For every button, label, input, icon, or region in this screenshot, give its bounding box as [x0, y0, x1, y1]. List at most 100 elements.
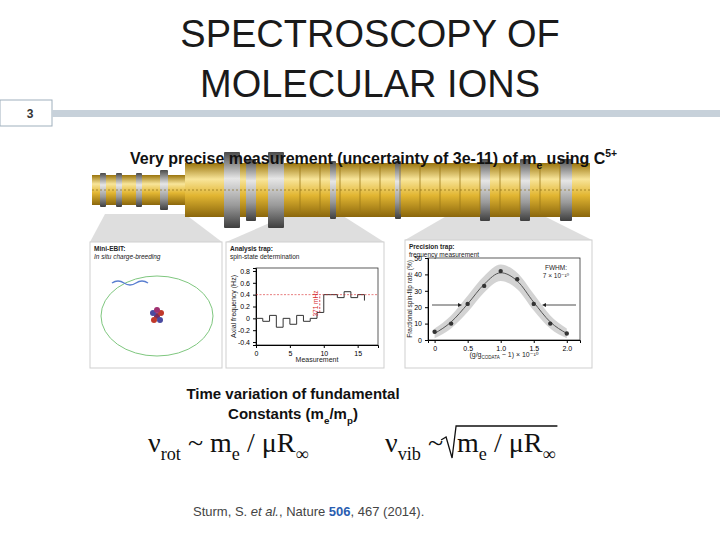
data-point — [565, 331, 569, 335]
axis-line — [425, 259, 429, 341]
formula-part: rot — [161, 444, 181, 464]
tick-mark — [253, 283, 256, 284]
data-point — [548, 321, 552, 325]
tick: 2.0 — [562, 340, 572, 352]
tick-label: 10 — [414, 320, 422, 327]
tick-label: 15 — [354, 350, 362, 357]
tick: 20 — [414, 304, 428, 311]
tick-mark — [253, 295, 256, 296]
tick-label: 0.2 — [240, 303, 250, 310]
title: MOLECULAR IONS — [200, 63, 540, 105]
plot-frame — [256, 268, 378, 345]
tick-label: 0 — [255, 350, 259, 357]
projection — [90, 214, 222, 242]
subtitle-part: 5+ — [605, 148, 617, 159]
tick-mark — [253, 342, 256, 343]
tick-label: 0.8 — [240, 268, 250, 275]
tick: 10 — [414, 320, 428, 327]
formula-part: e — [479, 444, 487, 464]
tick-mark — [253, 271, 256, 272]
tick: 15 — [354, 345, 362, 357]
citation-part: , 467 (2014). — [351, 504, 425, 519]
tick: 0.2 — [240, 303, 256, 310]
plot-area — [256, 292, 364, 328]
tick-label: 40 — [414, 271, 422, 278]
subtitle-part: Very precise measurement (uncertainty of… — [130, 150, 536, 167]
data-point — [465, 302, 469, 306]
panel-text: spin-state determination — [230, 253, 300, 261]
tick: 0 — [246, 315, 256, 322]
formula: νrot ~ me / μR∞ — [148, 427, 308, 464]
panel — [226, 242, 384, 368]
data-line — [256, 292, 364, 328]
tick-label: 50 — [414, 255, 422, 262]
slide-number: 3 — [27, 107, 34, 121]
caption-part: ) — [353, 405, 358, 422]
tick-label: -0.2 — [238, 327, 250, 334]
panel-title: Precision trap: — [409, 243, 455, 251]
tick-mark — [468, 340, 469, 343]
panel-text: In situ charge-breeding — [94, 253, 161, 261]
nucleus-particle — [154, 307, 160, 313]
tick-mark — [425, 274, 428, 275]
radical-sign — [441, 426, 557, 458]
annotation-line — [319, 295, 320, 313]
axis-line — [253, 269, 257, 346]
tick: 0 — [433, 340, 437, 352]
tick: -0.2 — [238, 327, 256, 334]
formula-part: / μR — [487, 427, 543, 458]
formula-part: ∞ — [542, 444, 555, 464]
caption: Constants (me/mp) — [228, 405, 358, 426]
tick-label: -0.4 — [238, 339, 250, 346]
axis-line — [429, 341, 581, 344]
panel — [405, 240, 592, 368]
tick-mark — [425, 258, 428, 259]
x-axis-title-part: CODATA — [481, 355, 500, 360]
citation-part: et al. — [251, 504, 279, 519]
tick-label: 20 — [414, 304, 422, 311]
tick-mark — [253, 330, 256, 331]
tick-label: 0.6 — [240, 280, 250, 287]
tick-mark — [567, 340, 568, 343]
ion-path — [92, 190, 590, 191]
caption: Time variation of fundamental — [186, 385, 399, 402]
tick-label: 0.4 — [240, 291, 250, 298]
subtitle: Very precise measurement (uncertainty of… — [130, 148, 617, 171]
tick: 50 — [414, 255, 428, 262]
tick: 40 — [414, 271, 428, 278]
tick: 0 — [255, 345, 259, 357]
annotation-arrowhead — [458, 303, 462, 307]
tick-label: 5 — [288, 350, 292, 357]
citation: Sturm, S. et al., Nature 506, 467 (2014)… — [193, 504, 424, 519]
data-point — [482, 284, 486, 288]
tick: 0 — [418, 337, 428, 344]
y-axis: -0.4 -0.2 0 0.2 0.4 0.6 0.8 — [238, 268, 257, 346]
axis-line — [257, 346, 379, 349]
formula-part: ~ m — [181, 427, 232, 458]
data-point — [498, 269, 502, 273]
formula-part: ~ — [421, 427, 443, 458]
x-axis-title: (g/gCODATA − 1) × 10⁻¹⁰ — [469, 351, 538, 360]
tick-label: 30 — [414, 288, 422, 295]
caption-part: /m — [329, 405, 347, 422]
citation-part: , Nature — [279, 504, 329, 519]
panel-title: Mini-EBIT: — [94, 245, 125, 252]
header-bar — [52, 110, 720, 117]
formula: me / μR∞ — [457, 427, 555, 464]
formula-part: vib — [398, 444, 421, 464]
title: SPECTROSCOPY OF — [180, 13, 559, 55]
tick-label: 2.0 — [562, 345, 572, 352]
tick: 0.8 — [240, 268, 256, 275]
chart-precision: 00.51.01.52.001020304050FWHM:7 × 10⁻¹⁰(g… — [406, 255, 581, 360]
formula-part: e — [232, 444, 240, 464]
annotation-arrow — [432, 305, 458, 306]
tick-label: 0 — [418, 337, 422, 344]
panel — [90, 242, 222, 368]
orbit — [101, 276, 213, 356]
tick: 0.6 — [240, 280, 256, 287]
y-axis-title: Axial frequency (Hz) — [230, 275, 238, 338]
x-axis-title-part: − 1) × 10⁻¹⁰ — [500, 351, 539, 359]
formula-part: / μR — [240, 427, 296, 458]
citation-part: Sturm, S. — [193, 504, 251, 519]
citation-part: 506 — [329, 504, 351, 519]
